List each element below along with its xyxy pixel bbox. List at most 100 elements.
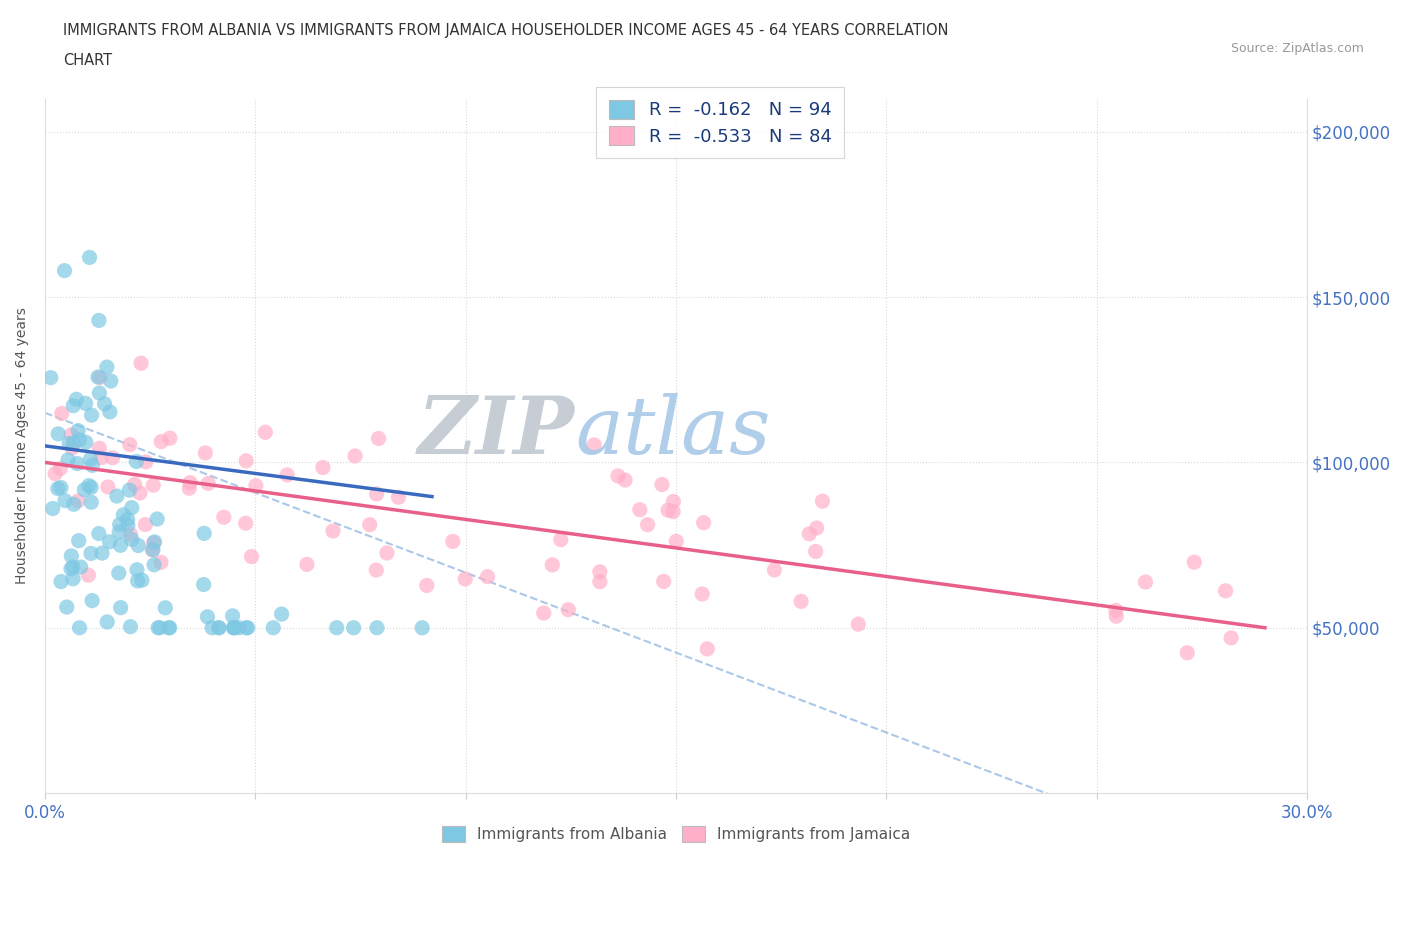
Point (1105, 603, 1128, 618)
Point (846, 617, 869, 631)
Point (107, 565, 129, 580)
Point (270, 606, 292, 621)
Point (657, 503, 679, 518)
Point (236, 620, 259, 635)
Point (228, 620, 250, 635)
Point (134, 517, 156, 532)
Point (142, 478, 165, 493)
Point (692, 515, 714, 530)
Point (65, 392, 87, 406)
Point (87, 526, 110, 541)
Point (662, 504, 685, 519)
Point (652, 574, 675, 589)
Point (79, 250, 101, 265)
Point (662, 494, 685, 509)
Point (221, 608, 243, 623)
Point (100, 374, 122, 389)
Point (665, 534, 688, 549)
Point (62, 398, 84, 413)
Point (254, 425, 277, 440)
Point (58, 436, 80, 451)
Point (105, 488, 128, 503)
Point (121, 500, 143, 515)
Point (118, 483, 141, 498)
Point (141, 542, 163, 557)
Point (98, 535, 121, 550)
Point (696, 642, 718, 657)
Point (118, 437, 141, 452)
Point (110, 538, 132, 552)
Point (155, 601, 177, 616)
Point (763, 563, 786, 578)
Point (96, 360, 118, 375)
Point (222, 620, 245, 635)
Point (90, 450, 112, 465)
Point (150, 434, 173, 449)
Point (77, 478, 100, 493)
Point (110, 600, 132, 615)
Point (589, 575, 612, 590)
Point (359, 517, 381, 532)
Point (120, 619, 142, 634)
Point (589, 565, 612, 579)
Point (56, 453, 79, 468)
Point (208, 620, 231, 635)
Point (127, 538, 149, 553)
Point (146, 620, 169, 635)
Point (322, 524, 344, 538)
Point (583, 437, 606, 452)
Point (1220, 631, 1243, 645)
Point (312, 460, 335, 475)
Point (1215, 583, 1237, 598)
Y-axis label: Householder Income Ages 45 - 64 years: Householder Income Ages 45 - 64 years (15, 308, 30, 584)
Point (276, 468, 298, 483)
Point (366, 486, 388, 501)
Point (651, 477, 673, 492)
Point (60, 428, 83, 443)
Point (557, 603, 579, 618)
Point (69, 560, 91, 575)
Point (235, 516, 257, 531)
Text: IMMIGRANTS FROM ALBANIA VS IMMIGRANTS FROM JAMAICA HOUSEHOLDER INCOME AGES 45 - : IMMIGRANTS FROM ALBANIA VS IMMIGRANTS FR… (63, 23, 949, 38)
Point (690, 587, 713, 602)
Point (1135, 575, 1157, 590)
Point (131, 573, 153, 588)
Point (87, 369, 110, 384)
Point (49, 574, 72, 589)
Point (75, 396, 97, 411)
Point (80, 593, 103, 608)
Point (343, 620, 366, 635)
Point (1182, 555, 1205, 570)
Point (117, 512, 139, 526)
Point (159, 620, 181, 635)
Text: CHART: CHART (63, 53, 112, 68)
Point (46, 481, 69, 496)
Point (194, 445, 217, 460)
Point (125, 454, 148, 469)
Point (366, 563, 388, 578)
Point (129, 356, 152, 371)
Point (55, 600, 77, 615)
Point (67, 423, 90, 438)
Point (799, 526, 821, 541)
Point (60, 549, 83, 564)
Point (66, 456, 89, 471)
Point (804, 544, 827, 559)
Point (367, 431, 389, 445)
Point (80, 546, 103, 561)
Point (53, 263, 76, 278)
Point (51, 406, 73, 421)
Point (235, 620, 257, 635)
Point (41, 501, 63, 516)
Text: Source: ZipAtlas.com: Source: ZipAtlas.com (1230, 42, 1364, 55)
Point (416, 578, 439, 592)
Point (197, 609, 219, 624)
Point (541, 557, 564, 572)
Point (1105, 609, 1128, 624)
Point (628, 502, 651, 517)
Point (790, 594, 813, 609)
Point (179, 481, 201, 496)
Point (240, 550, 263, 565)
Point (1175, 645, 1198, 660)
Point (49, 461, 72, 476)
